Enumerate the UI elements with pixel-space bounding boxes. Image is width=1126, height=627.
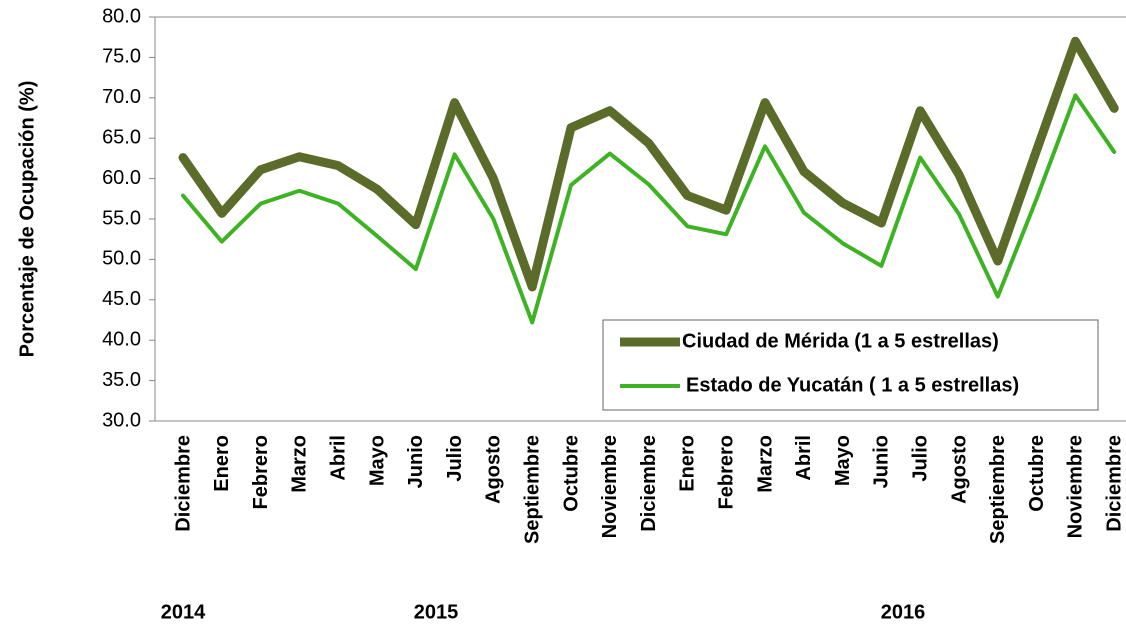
x-tick-label: Noviembre	[599, 435, 621, 538]
x-tick-label: Mayo	[832, 435, 854, 486]
y-tick-label: 45.0	[102, 288, 141, 310]
year-label: 2016	[881, 601, 926, 623]
x-tick-label: Diciembre	[172, 435, 194, 532]
x-tick-label: Diciembre	[1103, 435, 1125, 532]
y-tick-label: 65.0	[102, 126, 141, 148]
x-tick-label: Abril	[793, 435, 815, 481]
x-tick-label: Agosto	[948, 435, 970, 504]
x-tick-label: Mayo	[366, 435, 388, 486]
y-tick-label: 80.0	[102, 5, 141, 27]
x-tick-label: Noviembre	[1065, 435, 1087, 538]
x-tick-label: Enero	[211, 435, 233, 492]
series-line	[181, 93, 1117, 325]
y-tick-label: 35.0	[102, 369, 141, 391]
legend-box	[602, 319, 1099, 411]
series-line	[178, 36, 1119, 292]
year-label: 2015	[414, 601, 459, 623]
x-tick-label: Septiembre	[521, 435, 543, 544]
x-tick-label: Enero	[677, 435, 699, 492]
x-tick-label: Diciembre	[638, 435, 660, 532]
y-tick-label: 40.0	[102, 328, 141, 350]
y-tick-label: 55.0	[102, 207, 141, 229]
y-axis-label: Porcentaje de Ocupación (%)	[16, 81, 38, 358]
legend-label: Estado de Yucatán ( 1 a 5 estrellas)	[686, 374, 1019, 396]
y-tick-label: 70.0	[102, 86, 141, 108]
x-tick-label: Febrero	[715, 435, 737, 509]
x-tick-label: Septiembre	[987, 435, 1009, 544]
y-tick-label: 60.0	[102, 167, 141, 189]
x-tick-label: Marzo	[754, 435, 776, 493]
x-tick-label: Octubre	[560, 435, 582, 512]
x-tick-label: Agosto	[483, 435, 505, 504]
x-tick-label: Febrero	[250, 435, 272, 509]
year-label: 2014	[161, 601, 206, 623]
y-tick-label: 30.0	[102, 409, 141, 431]
x-tick-label: Abril	[327, 435, 349, 481]
x-tick-label: Julio	[444, 435, 466, 482]
x-tick-label: Junio	[871, 435, 893, 488]
x-tick-label: Marzo	[289, 435, 311, 493]
legend-label: Ciudad de Mérida (1 a 5 estrellas)	[682, 330, 999, 352]
x-tick-label: Julio	[909, 435, 931, 482]
y-tick-label: 75.0	[102, 46, 141, 68]
y-tick-label: 50.0	[102, 248, 141, 270]
x-tick-label: Junio	[405, 435, 427, 488]
x-tick-label: Octubre	[1026, 435, 1048, 512]
